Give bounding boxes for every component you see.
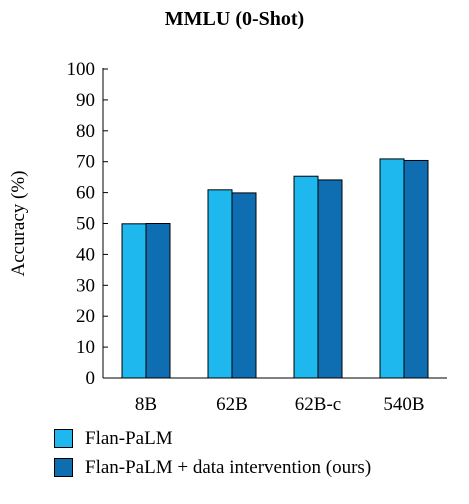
- bar-540B-series-1: [403, 159, 429, 379]
- bar-62B-series-0: [207, 189, 233, 379]
- y-tick-label: 20: [76, 306, 95, 327]
- legend-item-flan-palm: Flan-PaLM: [54, 424, 371, 453]
- y-tick-label: 0: [86, 368, 96, 389]
- y-tick-label: 60: [76, 183, 95, 204]
- x-tick-label: 540B: [383, 394, 424, 415]
- y-tick-label: 30: [76, 275, 95, 296]
- y-tick-label: 50: [76, 214, 95, 235]
- bar-8B-series-1: [145, 223, 171, 379]
- bar-chart: Accuracy (%) 0 10 20 30 40 50 60 70 80 90 100 8B 62B…: [8, 59, 447, 415]
- y-tick-label: 90: [76, 90, 95, 111]
- legend: Flan-PaLM Flan-PaLM + data intervention …: [54, 424, 371, 482]
- legend-label-flan-palm: Flan-PaLM: [85, 427, 173, 449]
- y-tick-label: 10: [76, 337, 95, 358]
- bar-8B-series-0: [121, 223, 147, 379]
- y-tick-label: 70: [76, 152, 95, 173]
- legend-label-data-intervention: Flan-PaLM + data intervention (ours): [85, 456, 372, 478]
- y-tick-label: 40: [76, 244, 95, 265]
- y-tick-label: 80: [76, 121, 95, 142]
- y-tick-label: 100: [67, 59, 96, 80]
- bar-540B-series-0: [379, 158, 405, 379]
- bar-62B-c-series-0: [293, 175, 319, 379]
- bars: [121, 158, 429, 379]
- ticks: 0 10 20 30 40 50 60 70 80 90 100 8B 62B 62B-c 540B: [67, 59, 425, 415]
- y-axis-label: Accuracy (%): [8, 170, 29, 276]
- legend-swatch-flan-palm: [54, 429, 73, 448]
- bar-62B-c-series-1: [317, 179, 343, 379]
- x-tick-label: 8B: [135, 394, 157, 415]
- x-tick-label: 62B-c: [295, 394, 341, 415]
- legend-swatch-data-intervention: [54, 458, 73, 477]
- x-tick-label: 62B: [216, 394, 248, 415]
- bar-62B-series-1: [231, 192, 257, 379]
- chart-title: MMLU (0-Shot): [164, 8, 305, 30]
- legend-item-data-intervention: Flan-PaLM + data intervention (ours): [54, 453, 371, 482]
